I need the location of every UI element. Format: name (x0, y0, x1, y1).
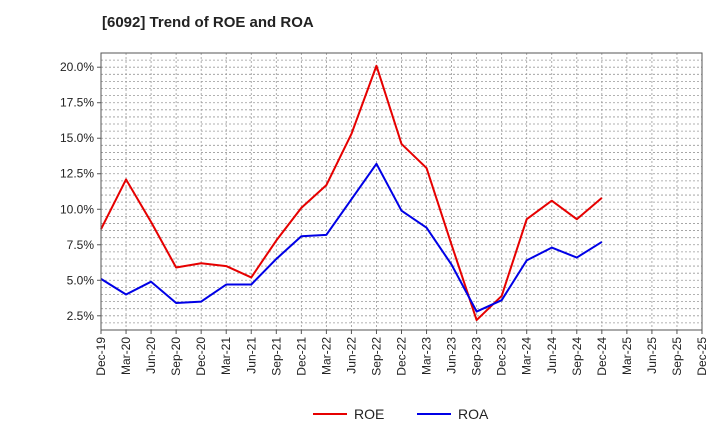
y-tick-label: 15.0% (60, 131, 94, 145)
x-tick-label: Dec-21 (294, 337, 308, 376)
x-tick-label: Sep-21 (269, 337, 283, 376)
y-tick-label: 2.5% (67, 309, 95, 323)
x-tick-label: Mar-24 (520, 337, 534, 375)
series-line-roe (100, 64, 603, 322)
series-line-roa (100, 162, 603, 313)
x-tick-label: Dec-19 (94, 337, 108, 376)
x-tick-label: Dec-24 (595, 337, 609, 376)
legend-label-roe: ROE (354, 406, 384, 422)
x-tick-label: Mar-25 (620, 337, 634, 375)
plot-area-border (100, 52, 703, 331)
legend-label-roa: ROA (458, 406, 489, 422)
x-tick-label: Mar-23 (420, 337, 434, 375)
x-tick-label: Dec-25 (695, 337, 709, 376)
x-tick-label: Dec-22 (395, 337, 409, 376)
chart-title: [6092] Trend of ROE and ROA (102, 14, 314, 31)
x-tick-label: Mar-20 (119, 337, 133, 375)
x-tick-label: Dec-23 (495, 337, 509, 376)
x-tick-label: Jun-25 (645, 337, 659, 374)
x-tick-label: Mar-21 (219, 337, 233, 375)
y-tick-label: 17.5% (60, 96, 94, 110)
x-tick-label: Sep-24 (570, 337, 584, 376)
x-tick-label: Sep-25 (670, 337, 684, 376)
x-axis-tick-labels: Dec-19 Mar-20 Jun-20 Sep-20 Dec-20 Mar-21 Jun-… (94, 330, 709, 376)
x-tick-label: Sep-20 (169, 337, 183, 376)
x-tick-label: Sep-22 (369, 337, 383, 376)
y-tick-label: 5.0% (67, 273, 95, 287)
series-lines (100, 64, 603, 322)
x-tick-label: Sep-23 (470, 337, 484, 376)
plot-area-background (101, 53, 702, 330)
x-tick-label: Mar-22 (319, 337, 333, 375)
y-axis-tick-labels: 2.5% 5.0% 7.5% 10.0% 12.5% 15.0% 17.5% 20.0% (60, 60, 101, 323)
y-tick-label: 10.0% (60, 202, 94, 216)
y-tick-label: 20.0% (60, 60, 94, 74)
x-tick-label: Jun-23 (445, 337, 459, 374)
x-tick-label: Jun-22 (344, 337, 358, 374)
y-tick-label: 7.5% (67, 238, 95, 252)
legend: ROE ROA (313, 406, 489, 422)
grid-lines (101, 52, 702, 330)
x-tick-label: Dec-20 (194, 337, 208, 376)
x-tick-label: Jun-24 (545, 337, 559, 374)
x-tick-label: Jun-21 (244, 337, 258, 374)
x-tick-label: Jun-20 (144, 337, 158, 374)
y-tick-label: 12.5% (60, 167, 94, 181)
